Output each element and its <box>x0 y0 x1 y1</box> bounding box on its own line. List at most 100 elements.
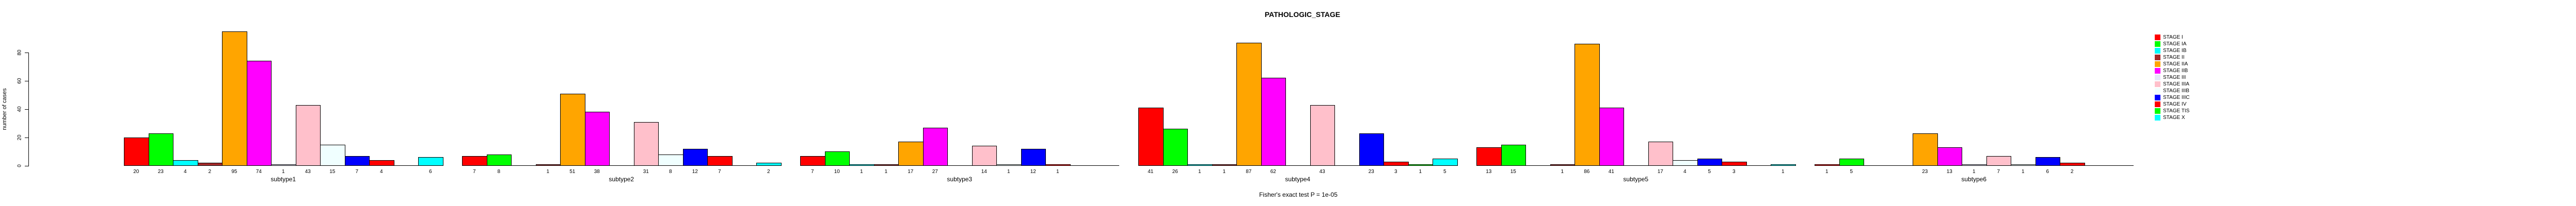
bar-value-label: 1 <box>1056 169 1059 175</box>
group-label-subtype6: subtype6 <box>1961 176 1987 183</box>
bar-stage-iii <box>271 164 296 166</box>
bar-stage-ib <box>1187 164 1213 166</box>
bar-stage-ii <box>873 164 899 166</box>
bar-stage-i <box>800 156 825 166</box>
bar-value-label: 4 <box>183 169 187 175</box>
legend-swatch <box>2155 48 2160 54</box>
bar-value-label: 74 <box>256 169 262 175</box>
bar-value-label: 23 <box>1368 169 1374 175</box>
bar-stage-ii <box>1212 164 1237 166</box>
bar-stage-iiia <box>972 146 997 166</box>
bar-stage-ii <box>197 163 222 166</box>
fisher-test-caption: Fisher's exact test P = 1e-05 <box>1259 191 1338 198</box>
legend-label: STAGE IA <box>2163 41 2187 47</box>
y-axis-tick <box>25 109 28 110</box>
y-axis-tick-label: 60 <box>17 78 23 84</box>
legend-label: STAGE X <box>2163 115 2185 121</box>
legend-swatch <box>2155 81 2160 87</box>
x-axis-baseline <box>1476 165 1795 166</box>
group-label-subtype5: subtype5 <box>1623 176 1649 183</box>
legend-swatch <box>2155 101 2160 107</box>
bar-stage-i <box>1138 108 1164 166</box>
legend-label: STAGE IIIB <box>2163 88 2189 94</box>
bar-value-label: 2 <box>767 169 770 175</box>
chart-title: PATHOLOGIC_STAGE <box>1264 10 1341 19</box>
bar-value-label: 1 <box>1781 169 1785 175</box>
bar-value-label: 1 <box>884 169 888 175</box>
legend-entry: STAGE IIB <box>2155 67 2190 74</box>
bar-stage-iiia <box>1648 142 1673 166</box>
bar-stage-iiia <box>295 105 321 166</box>
bar-value-label: 7 <box>810 169 814 175</box>
bar-stage-iv <box>2060 163 2085 166</box>
bar-value-label: 12 <box>692 169 698 175</box>
bar-value-label: 41 <box>1608 169 1614 175</box>
bar-value-label: 62 <box>1270 169 1276 175</box>
bar-stage-iiic <box>1697 159 1722 166</box>
legend-label: STAGE I <box>2163 35 2183 40</box>
group-label-subtype3: subtype3 <box>947 176 973 183</box>
y-axis-label: number of cases <box>2 88 8 130</box>
legend-swatch <box>2155 88 2160 94</box>
bar-value-label: 5 <box>1850 169 1853 175</box>
bar-value-label: 38 <box>594 169 600 175</box>
legend-swatch <box>2155 108 2160 114</box>
bar-stage-i <box>1476 147 1502 166</box>
bar-stage-iiic <box>1359 133 1384 166</box>
bar-stage-ia <box>486 154 512 166</box>
y-axis-tick-label: 40 <box>17 106 23 112</box>
bar-value-label: 12 <box>1030 169 1036 175</box>
legend-entry: STAGE IIIC <box>2155 94 2190 101</box>
bar-stage-iia <box>1913 133 1938 166</box>
bar-value-label: 27 <box>932 169 938 175</box>
bar-stage-tis <box>1408 164 1433 166</box>
legend-swatch <box>2155 75 2160 80</box>
legend-entry: STAGE X <box>2155 114 2190 121</box>
y-axis-tick-label: 20 <box>17 134 23 141</box>
legend-label: STAGE IIIA <box>2163 81 2189 87</box>
y-axis <box>28 53 29 166</box>
group-label-subtype1: subtype1 <box>271 176 296 183</box>
bar-stage-x <box>418 157 443 166</box>
bar-stage-iib <box>923 128 948 166</box>
bar-value-label: 7 <box>355 169 359 175</box>
bar-value-label: 6 <box>2046 169 2049 175</box>
bar-value-label: 86 <box>1584 169 1590 175</box>
bar-value-label: 17 <box>908 169 914 175</box>
bar-stage-iv <box>1045 164 1071 166</box>
bar-value-label: 15 <box>329 169 336 175</box>
bar-value-label: 5 <box>1443 169 1446 175</box>
legend-entry: STAGE II <box>2155 54 2190 61</box>
y-axis-tick-label: 80 <box>17 49 23 56</box>
bar-value-label: 8 <box>497 169 501 175</box>
bar-stage-iv <box>707 156 733 166</box>
bar-value-label: 5 <box>1708 169 1711 175</box>
bar-stage-ii <box>1550 164 1575 166</box>
bar-stage-iib <box>584 112 610 166</box>
legend-label: STAGE TIS <box>2163 108 2190 114</box>
legend-swatch <box>2155 41 2160 47</box>
bar-stage-iiib <box>1673 160 1698 166</box>
legend-swatch <box>2155 61 2160 67</box>
legend-entry: STAGE I <box>2155 34 2190 41</box>
bar-stage-iiib <box>320 145 345 166</box>
bar-value-label: 1 <box>281 169 285 175</box>
bar-stage-iiic <box>1021 149 1046 166</box>
bar-value-label: 23 <box>1922 169 1928 175</box>
bar-value-label: 17 <box>1657 169 1663 175</box>
legend-label: STAGE IIIC <box>2163 95 2190 100</box>
bar-value-label: 95 <box>231 169 237 175</box>
bar-stage-ia <box>824 151 850 166</box>
legend-entry: STAGE IA <box>2155 41 2190 47</box>
x-axis-baseline <box>800 165 1119 166</box>
legend-swatch <box>2155 55 2160 60</box>
bar-value-label: 7 <box>1997 169 2000 175</box>
bar-value-label: 4 <box>1683 169 1687 175</box>
bar-value-label: 13 <box>1946 169 1952 175</box>
bar-stage-iiic <box>682 149 708 166</box>
bar-stage-iia <box>1236 43 1262 166</box>
bar-value-label: 51 <box>569 169 576 175</box>
bar-stage-iia <box>560 94 585 166</box>
bar-value-label: 1 <box>1419 169 1422 175</box>
legend-entry: STAGE TIS <box>2155 108 2190 114</box>
